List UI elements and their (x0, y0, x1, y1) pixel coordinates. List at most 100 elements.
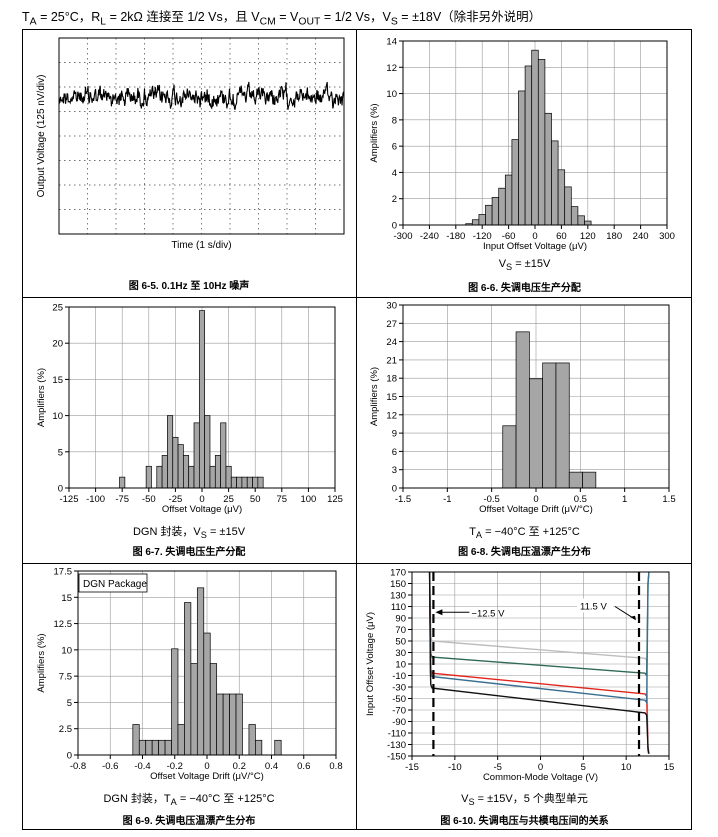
y-tick-label: 110 (391, 602, 406, 613)
histogram-bar (229, 693, 237, 756)
fig7-caption: 图 6-7. 失调电压生产分配 (132, 547, 246, 558)
plot-frame (58, 37, 345, 235)
chart-svg: 0 3 6 9 12 15 18 21 24 27 30 -1.5 -1 -0.5 0 0.5 1 1.5 Offs… (369, 301, 676, 516)
x-tick-label: -0.2 (167, 761, 183, 772)
x-tick-label: 5 (581, 762, 586, 773)
y-tick-label: 30 (395, 648, 406, 659)
histogram-bar (471, 219, 480, 226)
chart-svg: −12.5 V11.5 V-150-130-110-90-70-50-30-10… (365, 568, 675, 784)
grid-divider-row1 (22, 297, 692, 298)
series-line-unit2 (428, 571, 650, 678)
y-tick-label: 70 (395, 625, 406, 636)
fig7-subtitle: DGN 封装，VS = ±15V (132, 526, 246, 541)
offset-vs-cm-chart: −12.5 V 11.5 V -150 -130 -110 -90 -70 -50 -30 -10… (357, 564, 692, 830)
histogram-bar (577, 215, 585, 226)
y-tick-label: 12 (386, 63, 397, 74)
histogram-bar (478, 214, 486, 226)
histogram-bar (209, 663, 218, 756)
histogram-bar (570, 206, 579, 226)
histogram-bar (582, 471, 597, 489)
histogram-bar (164, 739, 172, 756)
histogram-bar (274, 739, 282, 756)
x-tick-label: 1 (622, 494, 627, 505)
fig6-caption: 图 6-6. 失调电压生产分配 (468, 283, 581, 294)
y-tick-label: 9 (392, 429, 397, 440)
noise-trace (58, 81, 345, 110)
y-tick-label: 10 (386, 89, 397, 100)
x-tick-label: -15 (405, 762, 419, 773)
x-axis-label: Input Offset Voltage (μV) (483, 241, 587, 252)
histogram-bar (584, 220, 592, 226)
y-tick-label: 2.5 (59, 724, 72, 735)
grid-divider-vertical (356, 29, 357, 830)
histogram-bar (236, 476, 243, 489)
y-tick-label: 15 (386, 392, 397, 403)
y-tick-label: 6 (392, 447, 397, 458)
y-tick-label: -90 (392, 717, 406, 728)
histogram-bar (158, 739, 166, 756)
x-tick-label: 50 (250, 494, 261, 505)
y-tick-label: 15 (52, 375, 63, 386)
x-tick-label: 60 (556, 231, 567, 242)
fig10-caption: 图 6-10. 失调电压与共模电压间的关系 (440, 816, 609, 827)
histogram-bar (524, 65, 533, 226)
x-axis-label: Offset Voltage Drift (μV/°C) (479, 504, 593, 515)
x-tick-label: 0.4 (265, 761, 278, 772)
histogram-bar (151, 739, 159, 756)
y-axis-label: Amplifiers (%) (36, 368, 47, 427)
histogram-bar (222, 693, 230, 756)
histogram-bar (225, 465, 232, 489)
y-tick-label: 5 (67, 698, 72, 709)
annotation-bg (577, 598, 614, 613)
histogram-bar (132, 724, 140, 756)
histogram-bar (184, 602, 192, 756)
x-tick-label: 120 (580, 231, 596, 242)
histogram-bar (203, 632, 211, 756)
x-tick-label: 0 (199, 494, 204, 505)
histogram-bar (241, 476, 248, 489)
histogram-bar (220, 422, 227, 489)
histogram-bar (145, 739, 153, 756)
x-tick-label: 1.5 (662, 494, 675, 505)
legend-label: DGN Package (83, 579, 147, 590)
grid-divider-row2 (22, 563, 692, 564)
x-axis-label: Offset Voltage Drift (μV/°C) (150, 771, 264, 782)
histogram-bar (491, 197, 500, 226)
x-tick-label: 0.8 (329, 761, 342, 772)
x-tick-label: -125 (59, 494, 78, 505)
y-tick-label: 12 (386, 410, 397, 421)
histogram-bar (504, 174, 513, 226)
histogram-bar (252, 476, 259, 489)
x-tick-label: 240 (633, 231, 649, 242)
series-line-unit5 (428, 571, 650, 754)
histogram-bar (171, 648, 179, 756)
fig10-subtitle: VS = ±15V，5 个典型单元 (461, 793, 588, 808)
x-tick-label: 25 (223, 494, 234, 505)
histogram-bar (161, 455, 168, 489)
chart-svg: 0 5 10 15 20 25 -125 -100 -75 -50 -25 0 25 50 75 100 125… (36, 303, 343, 516)
y-tick-label: 25 (52, 303, 63, 314)
histogram-bar (209, 465, 216, 489)
histogram-bar (511, 139, 519, 226)
histogram-bar (557, 169, 566, 226)
chart-svg: Time (1 s/div) Output Voltage (125 nV/div… (36, 37, 345, 251)
x-tick-label: -5 (493, 762, 501, 773)
x-tick-label: 15 (664, 762, 675, 773)
y-axis-label: Amplifiers (%) (36, 633, 47, 692)
noise-chart: Time (1 s/div) Output Voltage (125 nV/div… (22, 30, 356, 297)
x-tick-label: 180 (606, 231, 622, 242)
y-tick-label: 130 (390, 591, 406, 602)
y-tick-label: 21 (386, 355, 397, 366)
x-axis-label: Offset Voltage (μV) (162, 504, 242, 515)
y-tick-label: 15 (61, 593, 72, 604)
x-tick-label: 300 (659, 231, 675, 242)
y-tick-label: -130 (387, 740, 406, 751)
histogram-bar (515, 331, 530, 489)
offset-voltage-dgn-histogram: 0 5 10 15 20 25 -125 -100 -75 -50 -25 0 25 50 75 100 125… (22, 298, 356, 563)
x-tick-label: -0.5 (483, 494, 499, 505)
y-tick-label: 50 (395, 637, 406, 648)
x-tick-label: 0.5 (574, 494, 587, 505)
y-tick-label: 0 (67, 751, 72, 762)
chart-svg: 0 2 4 6 8 10 12 14 -300 -240 -180 -120 -60 0 60 120 180 2… (369, 37, 675, 253)
y-axis-label: Output Voltage (125 nV/div) (36, 75, 47, 198)
